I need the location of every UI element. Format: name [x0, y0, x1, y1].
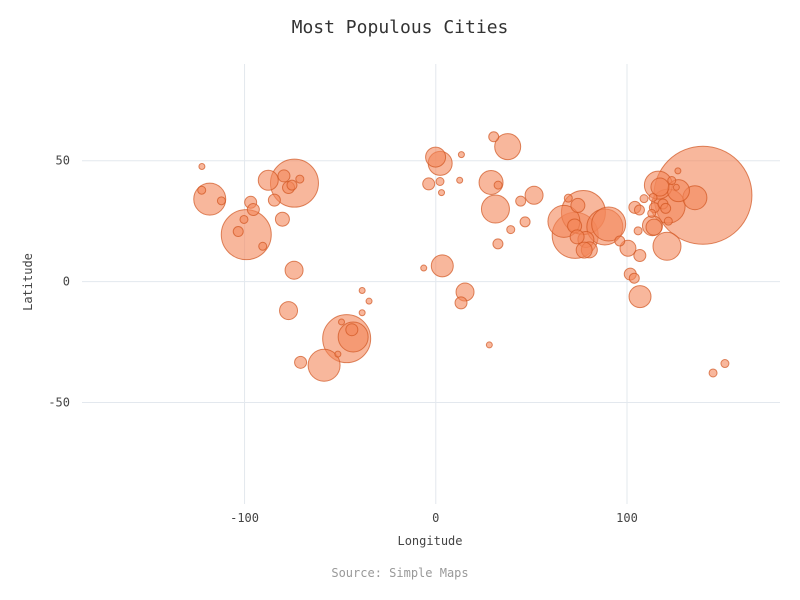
grid-lines	[82, 64, 780, 504]
city-bubble[interactable]	[494, 133, 522, 161]
tick-labels: -100 0 100 -50 0 50	[48, 154, 638, 525]
x-tick-label: 0	[432, 511, 439, 525]
city-bubble[interactable]	[674, 167, 682, 175]
chart-title: Most Populous Cities	[292, 17, 509, 38]
city-bubble[interactable]	[569, 229, 585, 245]
y-tick-label: -50	[48, 395, 70, 409]
city-bubble[interactable]	[663, 216, 673, 226]
city-bubble[interactable]	[488, 131, 500, 143]
city-bubble[interactable]	[645, 218, 663, 236]
city-bubble[interactable]	[660, 202, 672, 214]
city-bubble[interactable]	[307, 348, 341, 382]
city-bubble[interactable]	[492, 238, 504, 250]
x-tick-label: 100	[616, 511, 638, 525]
city-bubble[interactable]	[515, 195, 527, 207]
city-bubble[interactable]	[295, 174, 305, 184]
x-axis-label: Longitude	[397, 534, 462, 548]
city-bubble[interactable]	[672, 183, 680, 191]
city-bubble[interactable]	[456, 176, 464, 184]
city-bubble[interactable]	[639, 194, 649, 204]
city-bubble[interactable]	[720, 359, 730, 369]
city-bubble[interactable]	[267, 193, 281, 207]
city-bubble[interactable]	[485, 341, 493, 349]
city-bubble[interactable]	[652, 231, 682, 261]
city-bubble[interactable]	[633, 248, 647, 262]
city-bubble[interactable]	[274, 211, 290, 227]
city-bubble[interactable]	[648, 192, 658, 202]
city-bubble[interactable]	[628, 272, 640, 284]
city-bubble[interactable]	[647, 208, 657, 218]
source-caption: Source: Simple Maps	[331, 566, 468, 580]
city-bubble[interactable]	[277, 169, 291, 183]
city-bubble[interactable]	[338, 318, 346, 326]
city-bubble[interactable]	[257, 169, 279, 191]
city-bubble[interactable]	[239, 214, 249, 224]
city-bubble[interactable]	[358, 287, 366, 295]
city-bubble[interactable]	[258, 241, 268, 251]
city-bubble[interactable]	[284, 260, 304, 280]
city-bubble[interactable]	[628, 285, 652, 309]
y-axis-label: Latitude	[21, 253, 35, 311]
city-bubble[interactable]	[493, 180, 503, 190]
city-bubble[interactable]	[519, 216, 531, 228]
city-bubble[interactable]	[279, 301, 299, 321]
x-tick-label: -100	[230, 511, 259, 525]
city-bubble[interactable]	[358, 309, 366, 317]
city-bubble[interactable]	[563, 193, 573, 203]
city-bubble[interactable]	[591, 206, 627, 242]
city-bubble[interactable]	[524, 185, 544, 205]
city-bubble[interactable]	[216, 196, 226, 206]
city-bubble[interactable]	[420, 264, 428, 272]
city-bubble[interactable]	[570, 197, 586, 213]
city-bubble[interactable]	[633, 204, 645, 216]
city-bubble[interactable]	[430, 254, 454, 278]
city-bubble[interactable]	[708, 368, 718, 378]
city-bubble[interactable]	[633, 226, 643, 236]
city-bubble[interactable]	[422, 177, 436, 191]
city-bubble[interactable]	[667, 176, 677, 186]
city-bubble[interactable]	[438, 189, 446, 197]
city-bubble[interactable]	[575, 241, 593, 259]
bubble-series	[193, 131, 753, 382]
city-bubble[interactable]	[345, 323, 359, 337]
city-bubble[interactable]	[246, 203, 260, 217]
city-bubble[interactable]	[506, 225, 516, 235]
city-bubble[interactable]	[334, 350, 342, 358]
city-bubble[interactable]	[425, 146, 447, 168]
city-bubble[interactable]	[232, 226, 244, 238]
city-bubble[interactable]	[614, 235, 626, 247]
y-tick-label: 0	[63, 275, 70, 289]
city-bubble[interactable]	[435, 176, 445, 186]
city-bubble[interactable]	[480, 194, 510, 224]
city-bubble[interactable]	[198, 163, 206, 171]
y-tick-label: 50	[56, 154, 70, 168]
city-bubble[interactable]	[294, 355, 308, 369]
city-bubble[interactable]	[650, 177, 670, 197]
city-bubble[interactable]	[365, 297, 373, 305]
city-bubble[interactable]	[457, 151, 465, 159]
city-bubble[interactable]	[197, 185, 207, 195]
city-bubble[interactable]	[454, 296, 468, 310]
city-bubble[interactable]	[286, 179, 298, 191]
